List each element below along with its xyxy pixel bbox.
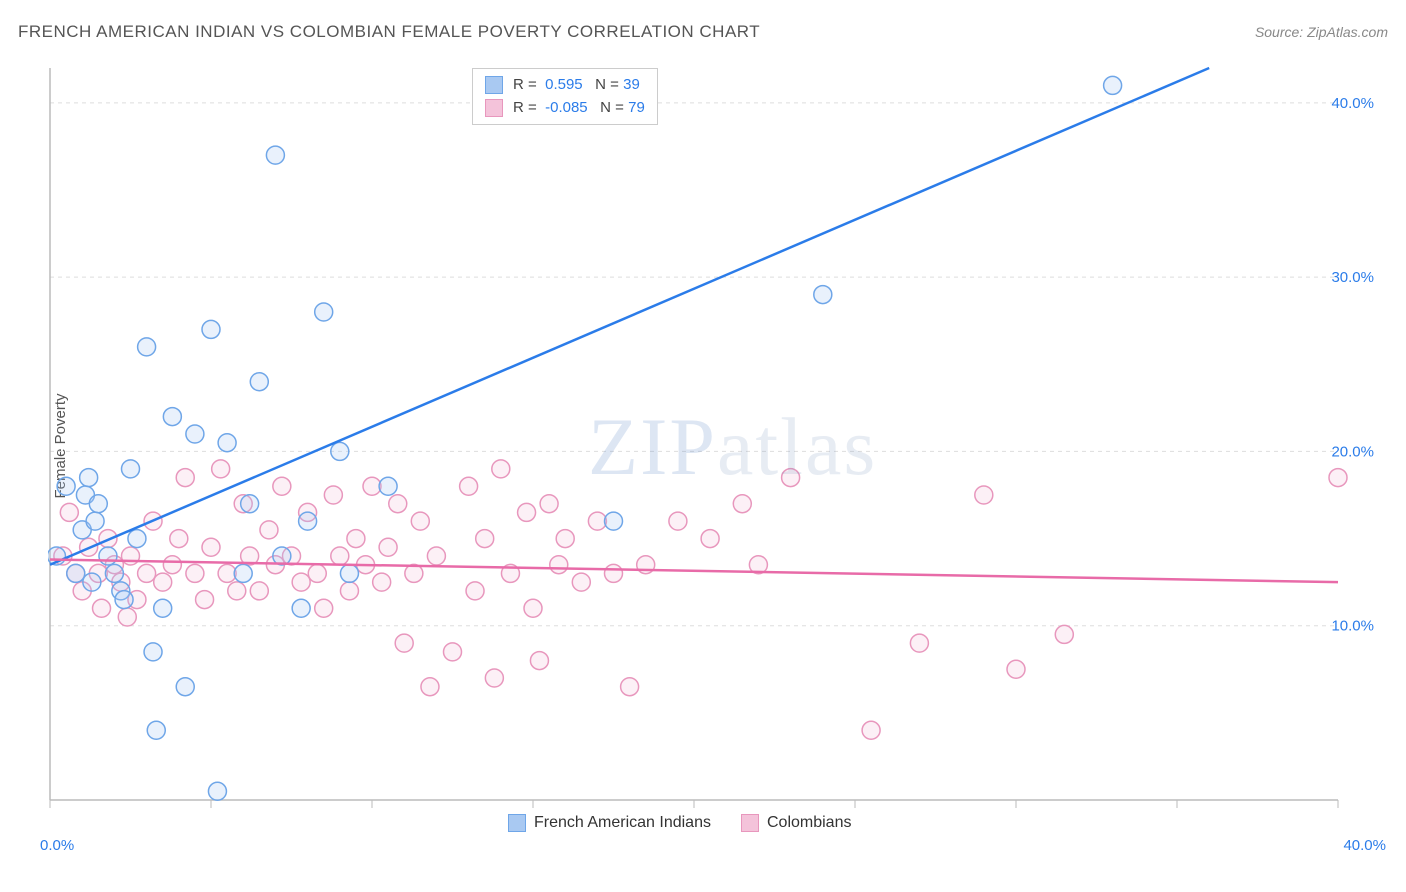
legend-stat-text: R = 0.595 N = 39: [513, 74, 640, 97]
svg-text:30.0%: 30.0%: [1331, 269, 1374, 286]
x-axis-max-label: 40.0%: [1343, 837, 1386, 854]
legend-stat-row: R = 0.595 N = 39: [485, 74, 645, 97]
x-axis-min-label: 0.0%: [40, 837, 74, 854]
legend-item: Colombians: [741, 814, 851, 832]
legend-swatch: [508, 814, 526, 832]
legend-swatch: [741, 814, 759, 832]
source-attribution: Source: ZipAtlas.com: [1255, 24, 1388, 40]
legend-stat-text: R = -0.085 N = 79: [513, 97, 645, 120]
chart-title: FRENCH AMERICAN INDIAN VS COLOMBIAN FEMA…: [18, 22, 760, 42]
svg-text:40.0%: 40.0%: [1331, 95, 1374, 112]
chart-header: FRENCH AMERICAN INDIAN VS COLOMBIAN FEMA…: [18, 22, 1388, 42]
series-legend: French American Indians Colombians: [508, 814, 851, 832]
legend-label: Colombians: [767, 814, 851, 832]
correlation-legend: R = 0.595 N = 39R = -0.085 N = 79: [472, 68, 658, 125]
scatter-plot: 10.0% 20.0% 30.0% 40.0%: [48, 60, 1378, 830]
svg-text:10.0%: 10.0%: [1331, 618, 1374, 635]
chart-area: 10.0%20.0%30.0%40.0% ZIPatlas R = 0.595 …: [48, 60, 1378, 830]
svg-text:20.0%: 20.0%: [1331, 443, 1374, 460]
legend-item: French American Indians: [508, 814, 711, 832]
legend-stat-row: R = -0.085 N = 79: [485, 97, 645, 120]
legend-label: French American Indians: [534, 814, 711, 832]
legend-swatch: [485, 99, 503, 117]
legend-swatch: [485, 76, 503, 94]
